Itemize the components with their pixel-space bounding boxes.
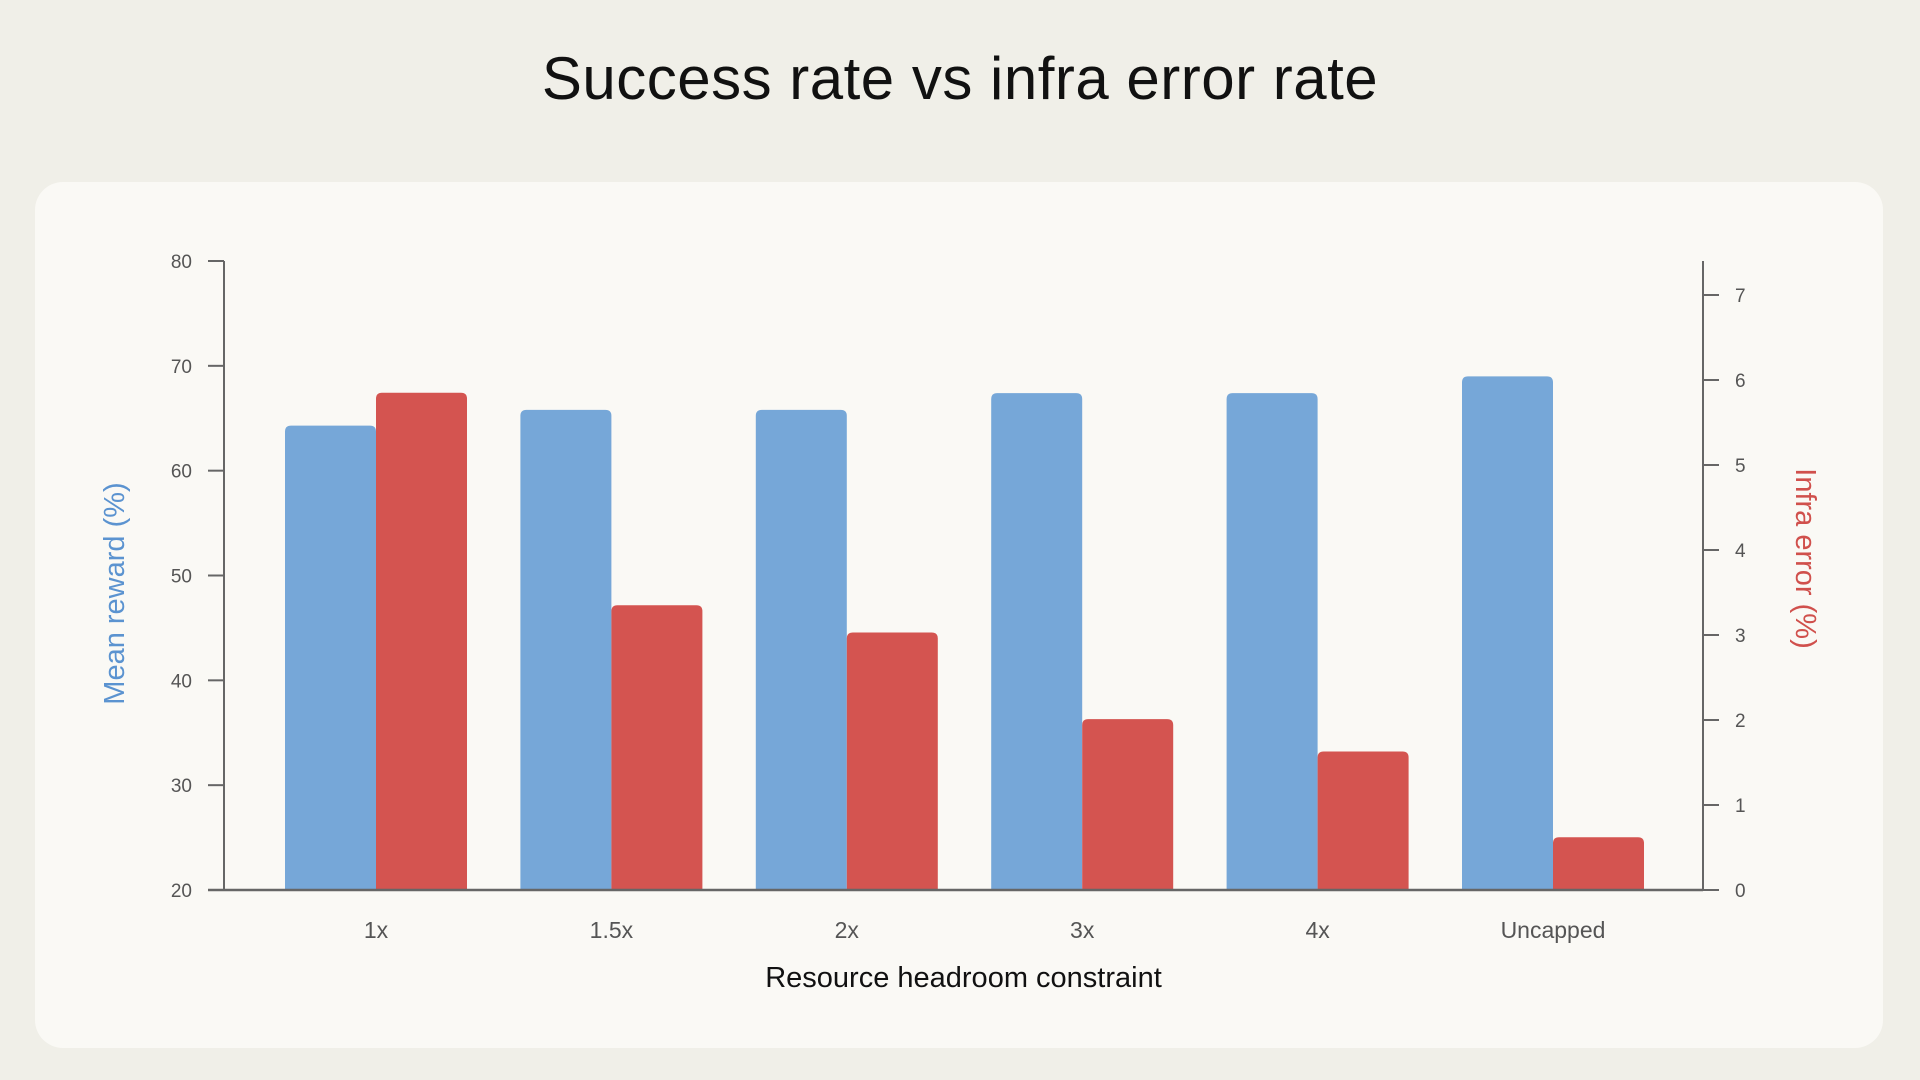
x-tick-label: 4x [1305,917,1330,943]
left-tick-label: 40 [171,671,192,692]
left-tick-label: 20 [171,881,192,902]
x-tick-label: Uncapped [1501,917,1606,943]
right-tick-label: 2 [1735,711,1746,732]
bar-mean-reward [1226,393,1318,890]
bar-mean-reward [285,425,376,890]
left-tick-label: 30 [171,776,192,797]
bar-infra-error [376,392,467,890]
chart-title: Success rate vs infra error rate [541,45,1379,112]
x-tick-label: 1.5x [590,917,634,943]
right-tick-label: 7 [1735,286,1746,307]
bar-mean-reward [1462,376,1553,891]
right-tick-label: 5 [1735,456,1746,477]
x-tick-label: 1x [364,917,389,943]
x-axis-title: Resource headroom constraint [765,962,1162,994]
bar-infra-error [1553,837,1644,890]
left-tick-label: 60 [171,462,192,483]
bar-infra-error [611,605,703,890]
left-tick-label: 70 [171,357,192,378]
bar-mean-reward [520,409,612,890]
bar-infra-error [846,632,938,890]
left-tick-label: 50 [171,567,192,588]
right-tick-label: 3 [1735,626,1746,647]
left-tick-label: 80 [171,252,192,273]
bar-infra-error [1317,751,1409,890]
right-tick-label: 0 [1735,881,1746,902]
bar-infra-error [1082,719,1174,890]
right-axis-title: Infra error (%) [1789,468,1821,648]
left-axis-title: Mean reward (%) [99,482,131,704]
x-tick-label: 3x [1070,917,1095,943]
bar-mean-reward [755,409,847,890]
right-tick-label: 6 [1735,371,1746,392]
bar-mean-reward [991,393,1083,890]
right-tick-label: 1 [1735,796,1746,817]
x-tick-label: 2x [835,917,860,943]
right-tick-label: 4 [1735,541,1746,562]
